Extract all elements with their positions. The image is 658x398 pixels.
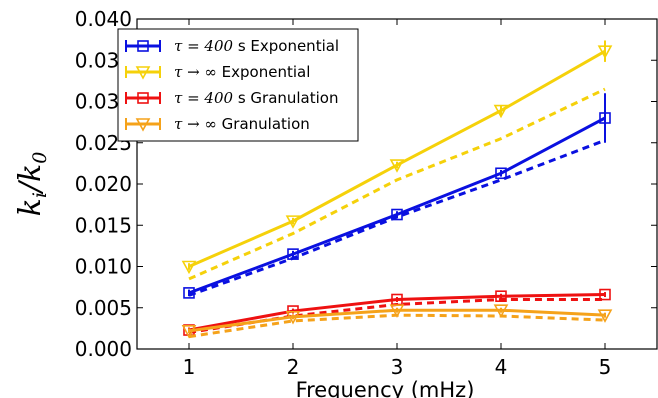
series-1 bbox=[181, 40, 613, 281]
legend-label: τ → ∞ Exponential bbox=[174, 63, 310, 81]
y-tick-label: 0.000 bbox=[75, 337, 132, 361]
legend-entry-0: τ = 400 s Exponential bbox=[125, 37, 339, 55]
legend-label-math: τ = 400 bbox=[174, 37, 233, 55]
data-point bbox=[285, 311, 301, 325]
legend-label: τ = 400 s Granulation bbox=[174, 89, 339, 107]
data-point bbox=[391, 208, 403, 221]
data-point bbox=[495, 290, 507, 303]
legend-label-math: τ = 400 bbox=[174, 89, 233, 107]
y-tick-label: 0.015 bbox=[75, 213, 132, 237]
data-point bbox=[597, 45, 613, 59]
data-point bbox=[597, 309, 613, 323]
legend-entry-3: τ → ∞ Granulation bbox=[125, 115, 310, 133]
legend-label-math: τ → ∞ bbox=[174, 115, 217, 133]
data-point bbox=[389, 304, 405, 318]
legend-marker bbox=[135, 66, 151, 80]
series-0 bbox=[183, 93, 611, 299]
legend-marker bbox=[137, 40, 149, 52]
data-point bbox=[493, 104, 509, 119]
legend-marker bbox=[137, 92, 149, 104]
x-tick-label: 5 bbox=[599, 355, 612, 379]
x-axis-title: Frequency (mHz) bbox=[296, 378, 475, 398]
y-axis-title-sub-i: i bbox=[29, 192, 51, 198]
x-tick-label: 1 bbox=[183, 355, 196, 379]
legend-marker bbox=[135, 118, 151, 132]
legend-label-text: Exponential bbox=[217, 63, 310, 81]
y-tick-label: 0.010 bbox=[75, 255, 132, 279]
data-point bbox=[493, 304, 509, 318]
data-point bbox=[599, 288, 611, 301]
data-point bbox=[183, 287, 195, 299]
legend-box bbox=[117, 28, 359, 142]
series-dashed-line bbox=[188, 87, 606, 281]
data-point bbox=[181, 260, 197, 275]
legend-entry-1: τ → ∞ Exponential bbox=[125, 63, 310, 81]
y-tick-label: 0.040 bbox=[75, 7, 132, 31]
x-tick-label: 4 bbox=[495, 355, 508, 379]
series-3 bbox=[181, 304, 613, 339]
series-line bbox=[188, 116, 606, 295]
legend-label: τ = 400 s Exponential bbox=[174, 37, 339, 55]
y-tick-label: 0.020 bbox=[75, 172, 132, 196]
legend-label-math: τ → ∞ bbox=[174, 63, 217, 81]
data-point bbox=[287, 248, 299, 260]
y-axis-title: ki/k0 bbox=[13, 152, 51, 217]
data-point bbox=[285, 215, 301, 229]
legend-label-text: Granulation bbox=[217, 115, 310, 133]
data-point bbox=[599, 112, 611, 124]
legend-label-text: s Granulation bbox=[233, 89, 338, 107]
y-axis-title-sub-0: 0 bbox=[29, 152, 51, 164]
data-point bbox=[495, 167, 507, 180]
y-axis-title-k: k bbox=[13, 198, 48, 216]
data-point bbox=[389, 159, 405, 173]
x-tick-label: 3 bbox=[391, 355, 404, 379]
legend-label-text: s Exponential bbox=[233, 37, 339, 55]
legend-label: τ → ∞ Granulation bbox=[174, 115, 310, 133]
legend-entry-2: τ = 400 s Granulation bbox=[125, 89, 339, 107]
y-axis-title-slash: /k bbox=[13, 164, 48, 195]
data-point bbox=[181, 325, 197, 339]
y-tick-label: 0.005 bbox=[75, 296, 132, 320]
x-tick-label: 2 bbox=[287, 355, 300, 379]
